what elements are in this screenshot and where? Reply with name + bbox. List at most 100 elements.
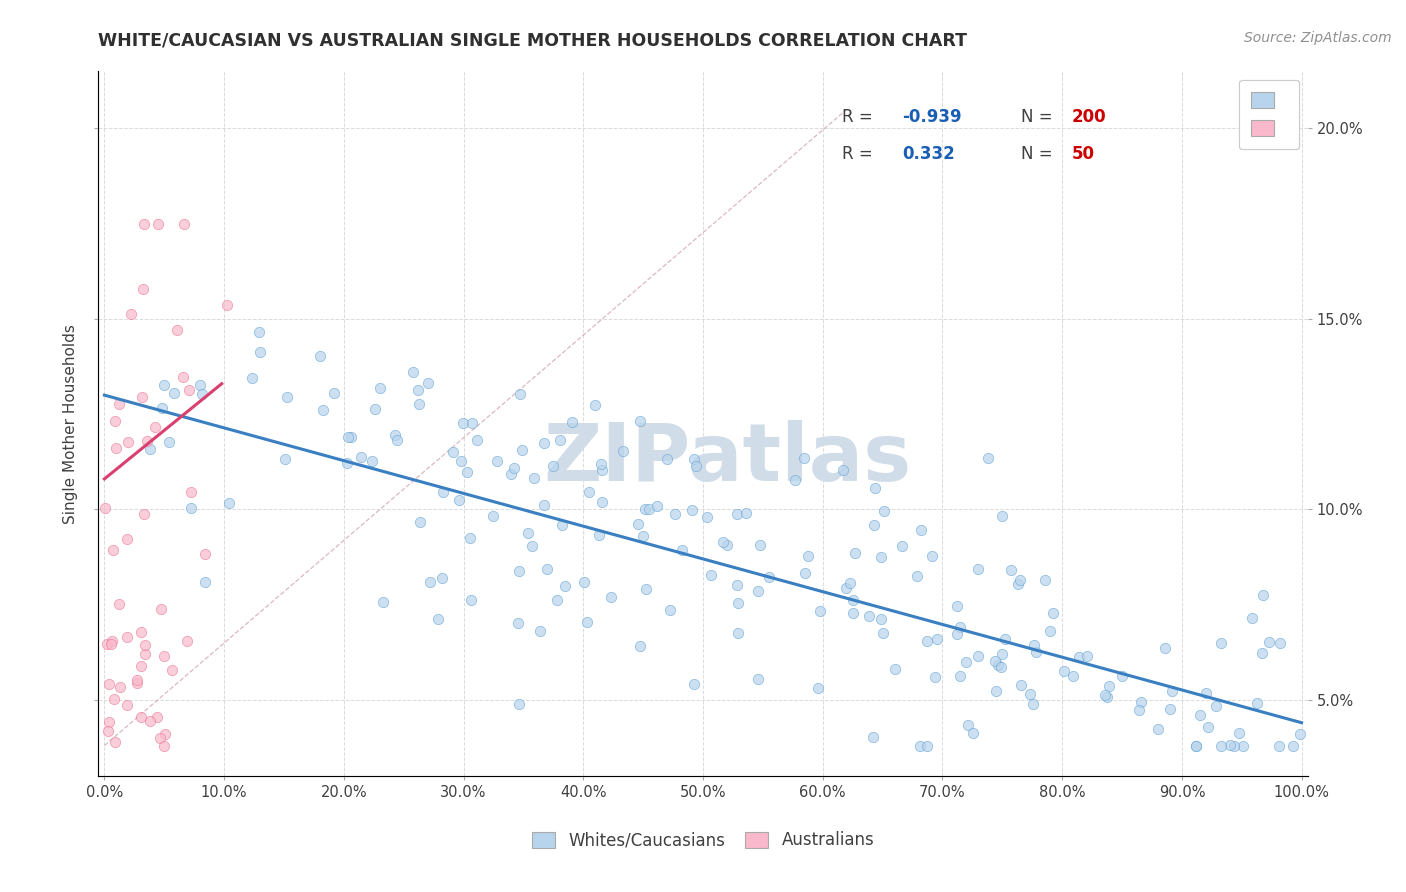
Point	[915, 739, 938, 753]
Point	[572, 575, 595, 590]
Point	[681, 503, 703, 517]
Point	[509, 386, 531, 401]
Point	[578, 485, 600, 500]
Point	[1288, 726, 1310, 740]
Point	[176, 634, 198, 648]
Text: ZIPatlas: ZIPatlas	[543, 420, 911, 498]
Point	[101, 543, 124, 558]
Text: Source: ZipAtlas.com: Source: ZipAtlas.com	[1244, 31, 1392, 45]
Point	[166, 323, 188, 337]
Point	[430, 570, 453, 584]
Point	[1039, 624, 1062, 638]
Point	[149, 731, 172, 746]
Point	[984, 684, 1007, 698]
Point	[546, 593, 568, 607]
Point	[1185, 739, 1208, 753]
Point	[884, 662, 907, 676]
Point	[858, 608, 880, 623]
Point	[131, 281, 153, 295]
Point	[591, 495, 613, 509]
Point	[748, 538, 770, 552]
Point	[967, 562, 990, 576]
Point	[101, 633, 124, 648]
Point	[503, 461, 526, 475]
Point	[139, 714, 162, 729]
Point	[508, 697, 530, 711]
Point	[783, 473, 806, 487]
Point	[447, 492, 470, 507]
Point	[551, 518, 574, 533]
Point	[218, 496, 240, 510]
Point	[242, 371, 264, 385]
Legend: Whites/Caucasians, Australians: Whites/Caucasians, Australians	[522, 822, 884, 859]
Point	[910, 523, 932, 537]
Point	[508, 564, 530, 578]
Point	[627, 517, 650, 532]
Point	[747, 672, 769, 686]
Point	[588, 528, 610, 542]
Point	[150, 401, 173, 416]
Point	[1010, 678, 1032, 692]
Point	[104, 735, 127, 749]
Point	[188, 377, 211, 392]
Point	[180, 501, 202, 516]
Point	[700, 567, 723, 582]
Point	[908, 739, 931, 753]
Point	[432, 485, 454, 500]
Point	[1022, 638, 1045, 652]
Point	[274, 452, 297, 467]
Point	[501, 467, 523, 481]
Point	[517, 525, 540, 540]
Point	[103, 691, 125, 706]
Point	[308, 350, 330, 364]
Point	[924, 670, 946, 684]
Point	[485, 453, 508, 467]
Point	[917, 633, 939, 648]
Point	[612, 443, 634, 458]
Point	[146, 710, 169, 724]
Point	[1251, 646, 1274, 660]
Point	[117, 434, 139, 449]
Point	[98, 715, 121, 730]
Point	[1258, 635, 1281, 649]
Point	[683, 451, 706, 466]
Point	[456, 465, 478, 479]
Point	[808, 604, 831, 618]
Point	[115, 631, 138, 645]
Point	[194, 547, 217, 561]
Point	[870, 550, 893, 565]
Point	[682, 676, 704, 690]
Point	[134, 217, 156, 231]
Point	[416, 376, 439, 391]
Point	[1147, 722, 1170, 736]
Point	[548, 434, 571, 448]
Point	[97, 724, 120, 739]
Point	[451, 416, 474, 430]
Point	[131, 624, 153, 639]
Point	[180, 484, 202, 499]
Point	[716, 538, 738, 552]
Point	[1025, 645, 1047, 659]
Point	[793, 566, 815, 580]
Point	[1219, 739, 1241, 753]
Point	[419, 574, 441, 589]
Point	[533, 498, 555, 512]
Point	[1019, 687, 1042, 701]
Point	[1033, 573, 1056, 587]
Point	[104, 441, 127, 455]
Point	[838, 575, 860, 590]
Point	[727, 596, 749, 610]
Point	[990, 659, 1012, 673]
Point	[172, 370, 194, 384]
Point	[510, 443, 533, 458]
Point	[146, 217, 169, 231]
Point	[1095, 690, 1118, 704]
Text: N =: N =	[1021, 145, 1053, 162]
Point	[1154, 640, 1177, 655]
Point	[949, 669, 972, 683]
Point	[869, 612, 891, 626]
Point	[1067, 650, 1090, 665]
Point	[177, 383, 200, 397]
Point	[191, 387, 214, 401]
Point	[1129, 695, 1152, 709]
